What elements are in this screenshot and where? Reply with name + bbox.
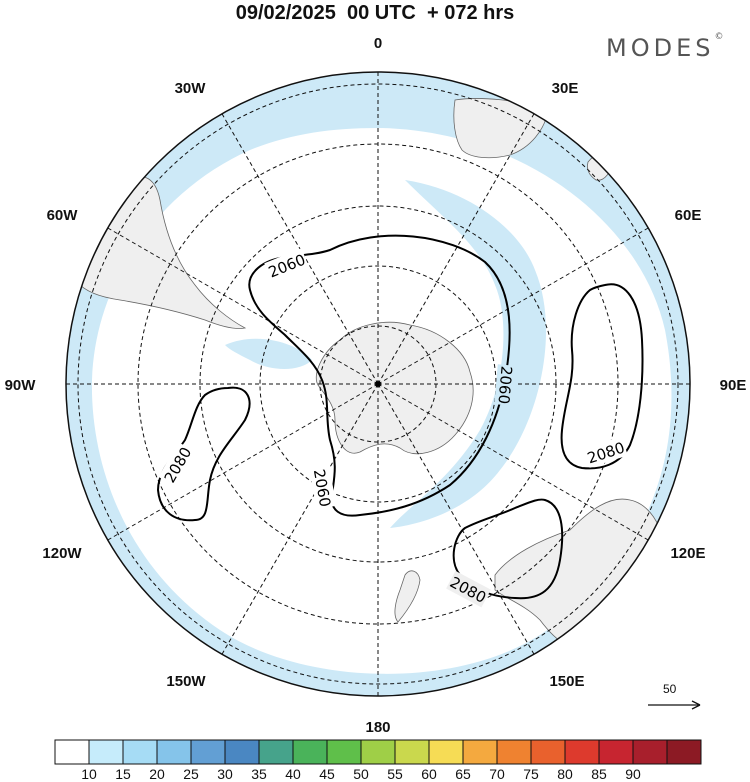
colorbar-tick-label: 25 <box>183 766 199 782</box>
colorbar-swatch <box>88 739 124 765</box>
lon-label-120w: 120W <box>42 545 82 562</box>
latitude-ring-70 <box>259 265 497 503</box>
colorbar-tick-label: 35 <box>251 766 267 782</box>
australia <box>494 498 667 653</box>
graticule <box>66 72 690 696</box>
meridian-line <box>377 383 649 541</box>
colorbar-swatch <box>190 739 226 765</box>
lon-label-30w: 30W <box>175 80 207 97</box>
meridian-line <box>377 383 535 655</box>
colorbar-swatch <box>462 739 498 765</box>
meridian-line <box>221 383 379 655</box>
lon-label-150e: 150E <box>549 673 584 690</box>
new-zealand <box>394 570 421 623</box>
colorbar-swatch <box>326 739 362 765</box>
contour-label: 2080 <box>585 439 627 468</box>
colorbar-swatch <box>496 739 532 765</box>
jet-band-inner-left <box>225 338 312 369</box>
jet-band-inner-right <box>390 180 547 528</box>
lon-label-60e: 60E <box>675 207 702 224</box>
colorbar-tick-label: 15 <box>115 766 131 782</box>
lon-label-30e: 30E <box>552 80 579 97</box>
colorbar-tick-label: 45 <box>319 766 335 782</box>
meridian-line <box>377 227 649 385</box>
colorbar-swatch <box>564 739 600 765</box>
colorbar-tick-label: 10 <box>81 766 97 782</box>
colorbar-swatch <box>360 739 396 765</box>
colorbar-tick-label: 70 <box>489 766 505 782</box>
brand-logo: MODES© <box>606 32 724 62</box>
colorbar-swatch <box>598 739 634 765</box>
colorbar-swatch <box>632 739 668 765</box>
colorbar <box>54 739 702 765</box>
meridian-line <box>107 383 379 541</box>
colorbar-swatch <box>122 739 158 765</box>
colorbar-swatch <box>428 739 464 765</box>
longitude-labels: 0 30E 60E 90E 120E 150E 180 150W 120W 90… <box>5 35 747 736</box>
contour-2080-west <box>156 386 251 522</box>
lon-label-0: 0 <box>374 35 382 52</box>
colorbar-tick-label: 85 <box>591 766 607 782</box>
chart-title: 09/02/2025 00 UTC + 072 hrs <box>235 2 515 24</box>
latitude-ring-40 <box>77 83 679 685</box>
lon-label-60w: 60W <box>47 207 79 224</box>
lon-label-90e: 90E <box>720 377 747 394</box>
lon-label-150w: 150W <box>166 673 206 690</box>
map-boundary <box>65 71 691 697</box>
brand-name: MODES <box>606 34 715 62</box>
colorbar-tick-label: 60 <box>421 766 437 782</box>
colorbar-tick-label: 50 <box>353 766 369 782</box>
colorbar-swatch <box>258 739 294 765</box>
lon-label-90w: 90W <box>5 377 37 394</box>
colorbar-tick-label: 40 <box>285 766 301 782</box>
antarctica <box>315 321 474 455</box>
colorbar-swatch <box>666 739 702 765</box>
colorbar-tick-label: 90 <box>625 766 641 782</box>
lon-label-120e: 120E <box>670 545 705 562</box>
brand-mark: © <box>714 32 724 42</box>
meridian-line <box>377 113 535 385</box>
colorbar-tick-label: 65 <box>455 766 471 782</box>
colorbar-tick-label: 75 <box>523 766 539 782</box>
colorbar-swatch <box>54 739 90 765</box>
colorbar-swatch <box>224 739 260 765</box>
contour-label: 2060 <box>494 365 515 405</box>
contour-label-group: 2060 2060 2060 2080 2080 2080 <box>158 248 628 608</box>
colorbar-swatch <box>530 739 566 765</box>
contour-2080-east <box>560 283 644 470</box>
colorbar-tick-label: 80 <box>557 766 573 782</box>
colorbar-tick-label: 30 <box>217 766 233 782</box>
colorbar-tick-label: 55 <box>387 766 403 782</box>
lon-label-180: 180 <box>365 719 390 736</box>
south-pole-marker <box>375 381 381 387</box>
colorbar-swatch <box>156 739 192 765</box>
meridian-line <box>107 227 379 385</box>
colorbar-swatch <box>394 739 430 765</box>
colorbar-swatch <box>292 739 328 765</box>
reference-vector-label: 50 <box>663 682 677 696</box>
colorbar-tick-label: 20 <box>149 766 165 782</box>
meridians <box>66 72 690 696</box>
reference-vector <box>648 700 701 710</box>
